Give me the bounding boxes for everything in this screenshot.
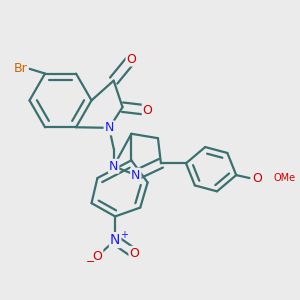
- Text: N: N: [105, 122, 114, 134]
- Text: +: +: [120, 230, 128, 240]
- Text: O: O: [127, 52, 136, 66]
- Text: O: O: [252, 172, 262, 184]
- Text: Br: Br: [14, 62, 28, 75]
- Text: O: O: [129, 247, 139, 260]
- Text: O: O: [92, 250, 102, 263]
- Text: N: N: [109, 160, 118, 173]
- Text: OMe: OMe: [274, 173, 296, 183]
- Text: N: N: [110, 233, 120, 247]
- Text: O: O: [143, 103, 153, 117]
- Text: −: −: [85, 256, 95, 267]
- Text: N: N: [131, 169, 140, 182]
